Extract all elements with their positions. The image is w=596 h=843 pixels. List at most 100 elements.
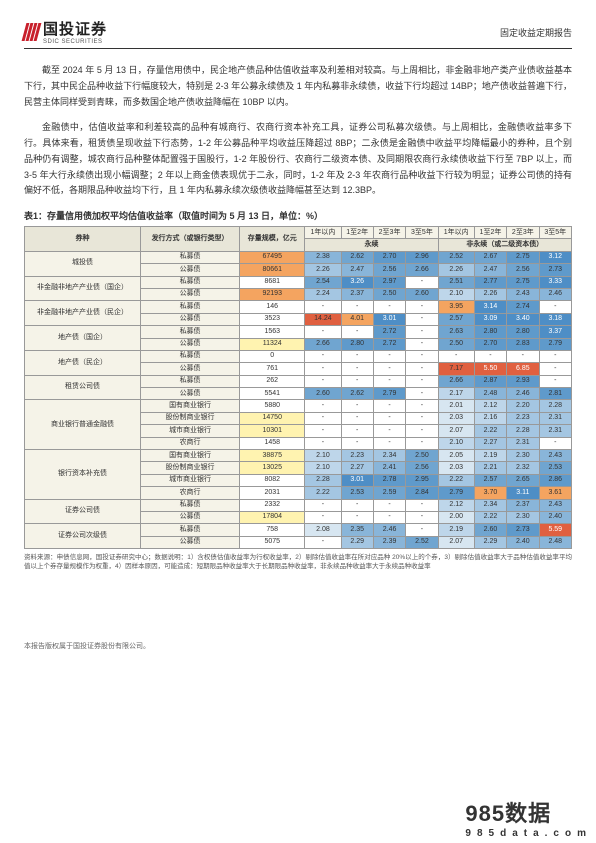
cell-amount: 14750 <box>240 412 305 424</box>
cell-category: 租赁公司债 <box>25 375 141 400</box>
cell-value: 2.56 <box>373 264 405 276</box>
cell-value: 2.50 <box>438 338 474 350</box>
cell-amount: 5541 <box>240 388 305 400</box>
cell-value: 3.01 <box>341 474 373 486</box>
cell-amount: 17804 <box>240 511 305 523</box>
th-term: 3至5年 <box>539 227 571 239</box>
cell-amount: 11324 <box>240 338 305 350</box>
cell-value: - <box>341 326 373 338</box>
cell-value: 2.80 <box>474 326 506 338</box>
cell-subtype: 私募债 <box>141 301 240 313</box>
cell-category: 非金融非地产产业债（民企） <box>25 301 141 326</box>
cell-value: 2.43 <box>507 288 539 300</box>
cell-value: 3.95 <box>438 301 474 313</box>
cell-value: - <box>406 499 438 511</box>
cell-value: 3.12 <box>539 251 571 263</box>
cell-value: - <box>406 437 438 449</box>
cell-value: 2.40 <box>507 536 539 548</box>
cell-value: 2.66 <box>305 338 341 350</box>
cell-value: - <box>341 425 373 437</box>
th-term: 1至2年 <box>341 227 373 239</box>
cell-value: 3.70 <box>474 487 506 499</box>
cell-subtype: 私募债 <box>141 524 240 536</box>
cell-value: 2.27 <box>474 437 506 449</box>
cell-subtype: 股份制商业银行 <box>141 412 240 424</box>
cell-value: 14.24 <box>305 313 341 325</box>
cell-subtype: 农商行 <box>141 437 240 449</box>
cell-amount: 761 <box>240 363 305 375</box>
cell-value: 2.74 <box>507 301 539 313</box>
cell-value: - <box>373 350 405 362</box>
cell-value: 2.50 <box>373 288 405 300</box>
cell-value: 2.16 <box>474 412 506 424</box>
cell-value: 2.37 <box>507 499 539 511</box>
yield-table: 券种 发行方式（或银行类型） 存量规模，亿元 1年以内 1至2年 2至3年 3至… <box>24 226 572 549</box>
cell-value: - <box>406 326 438 338</box>
cell-value: - <box>406 313 438 325</box>
cell-value: - <box>341 400 373 412</box>
cell-value: - <box>406 412 438 424</box>
cell-subtype: 私募债 <box>141 499 240 511</box>
cell-amount: 10301 <box>240 425 305 437</box>
cell-category: 证券公司债 <box>25 499 141 524</box>
cell-amount: 2332 <box>240 499 305 511</box>
cell-value: 2.66 <box>406 264 438 276</box>
cell-amount: 80661 <box>240 264 305 276</box>
cell-value: - <box>406 400 438 412</box>
cell-value: - <box>539 437 571 449</box>
cell-value: 2.03 <box>438 462 474 474</box>
cell-value: - <box>373 400 405 412</box>
table-footnote: 资料来源：申债信息网，国投证券研究中心；数据说明：1）含权债估值收益率为行权收益… <box>24 553 572 571</box>
cell-value: 2.20 <box>507 400 539 412</box>
cell-value: 2.52 <box>438 251 474 263</box>
cell-value: 2.30 <box>507 450 539 462</box>
cell-value: 2.59 <box>373 487 405 499</box>
cell-value: 2.47 <box>474 264 506 276</box>
cell-value: 2.00 <box>438 511 474 523</box>
cell-subtype: 私募债 <box>141 326 240 338</box>
cell-value: 2.73 <box>507 524 539 536</box>
doc-type: 固定收益定期报告 <box>500 26 572 39</box>
cell-category: 非金融非地产产业债（国企） <box>25 276 141 301</box>
cell-value: 7.17 <box>438 363 474 375</box>
cell-value: 2.31 <box>539 425 571 437</box>
cell-value: 2.57 <box>438 313 474 325</box>
cell-amount: 67495 <box>240 251 305 263</box>
cell-value: 2.57 <box>474 474 506 486</box>
cell-value: - <box>305 350 341 362</box>
cell-value: - <box>406 375 438 387</box>
cell-value: 2.12 <box>474 400 506 412</box>
cell-value: 2.77 <box>474 276 506 288</box>
cell-value: 2.81 <box>539 388 571 400</box>
cell-value: 2.26 <box>305 264 341 276</box>
cell-value: 2.03 <box>438 412 474 424</box>
cell-value: 2.21 <box>474 462 506 474</box>
cell-category: 证券公司次级债 <box>25 524 141 549</box>
cell-value: - <box>341 363 373 375</box>
cell-value: - <box>406 524 438 536</box>
cell-value: - <box>305 363 341 375</box>
cell-value: 2.46 <box>539 288 571 300</box>
table-row: 商业银行普通金融债国有商业银行5880----2.012.122.202.28 <box>25 400 572 412</box>
cell-value: - <box>474 350 506 362</box>
th-group-perpetual: 永续 <box>305 239 438 251</box>
cell-value: 2.65 <box>507 474 539 486</box>
cell-subtype: 公募债 <box>141 363 240 375</box>
cell-value: - <box>373 499 405 511</box>
cell-value: 2.32 <box>507 462 539 474</box>
cell-value: 2.75 <box>507 276 539 288</box>
cell-value: 2.63 <box>438 326 474 338</box>
cell-value: - <box>305 536 341 548</box>
cell-value: - <box>406 511 438 523</box>
cell-value: 2.56 <box>507 264 539 276</box>
cell-amount: 3523 <box>240 313 305 325</box>
cell-subtype: 私募债 <box>141 276 240 288</box>
cell-value: - <box>305 412 341 424</box>
th-term: 2至3年 <box>373 227 405 239</box>
cell-value: 2.29 <box>474 536 506 548</box>
cell-amount: 1563 <box>240 326 305 338</box>
cell-value: - <box>305 375 341 387</box>
cell-amount: 5880 <box>240 400 305 412</box>
cell-value: 2.34 <box>373 450 405 462</box>
cell-value: - <box>373 511 405 523</box>
